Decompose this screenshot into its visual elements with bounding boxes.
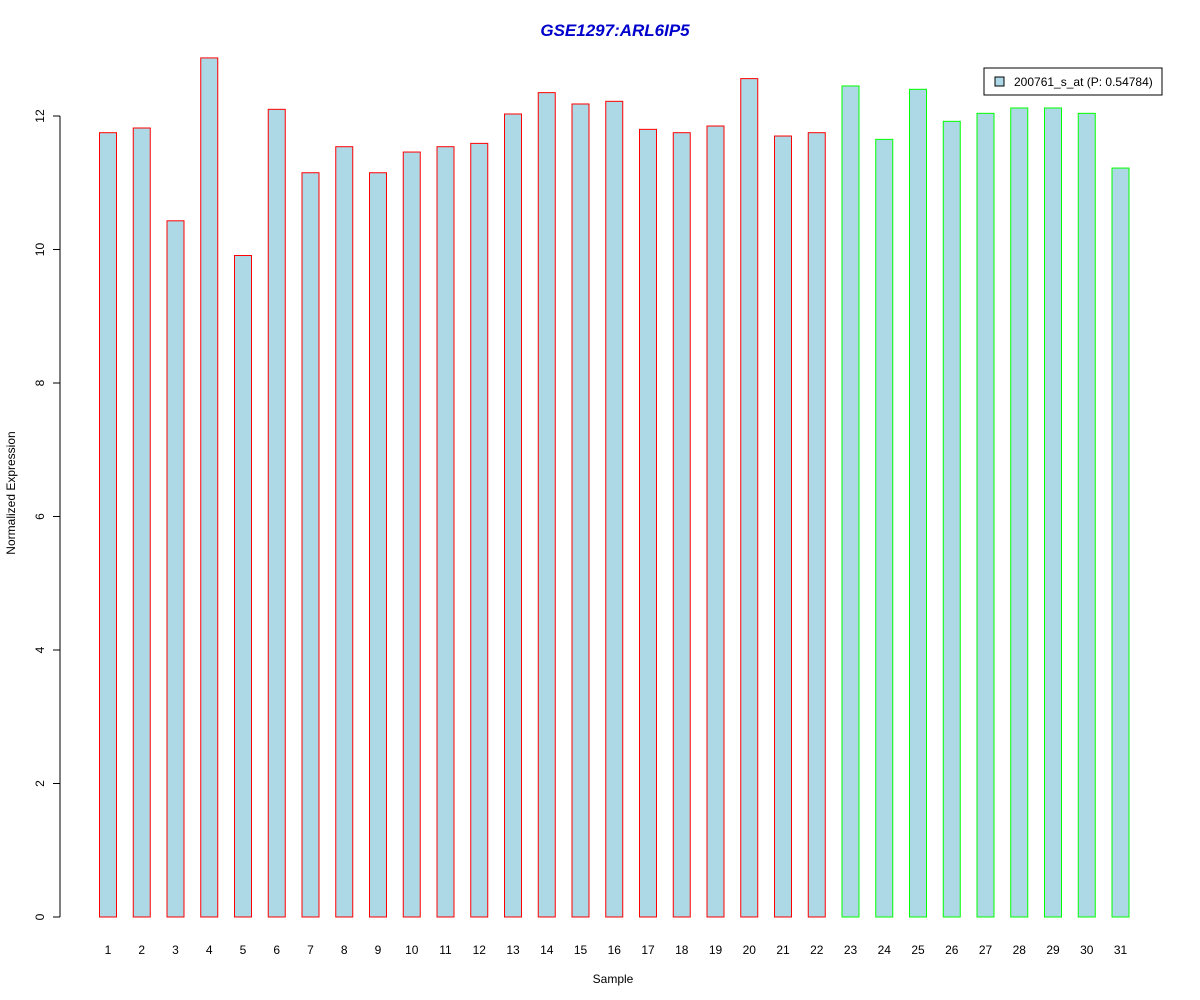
bar-sample-5 [234, 255, 252, 918]
bar-sample-28 [1010, 107, 1029, 918]
x-tick-label: 28 [1013, 943, 1027, 957]
x-axis-label: Sample [593, 972, 634, 986]
y-tick-label: 2 [33, 780, 47, 787]
y-tick-label: 6 [33, 513, 47, 520]
bar-sample-8 [335, 146, 354, 918]
bar-sample-4 [200, 57, 219, 918]
bar-sample-9 [369, 172, 387, 918]
bar-sample-30 [1077, 112, 1096, 918]
bar-sample-2 [132, 127, 151, 918]
bar-sample-3 [166, 220, 185, 918]
bar-sample-14 [537, 92, 556, 918]
x-tick-label: 11 [439, 943, 452, 957]
x-tick-label: 18 [675, 943, 689, 957]
bar-sample-7 [301, 172, 320, 918]
x-tick-label: 7 [307, 943, 314, 957]
x-tick-label: 3 [172, 943, 179, 957]
x-tick-label: 25 [911, 943, 925, 957]
bar-sample-22 [807, 132, 826, 918]
chart-title: GSE1297:ARL6IP5 [540, 21, 690, 40]
x-tick-label: 10 [405, 943, 419, 957]
x-tick-label: 1 [105, 943, 112, 957]
x-tick-label: 19 [709, 943, 723, 957]
y-tick-label: 10 [33, 243, 47, 257]
y-axis-label: Normalized Expression [4, 431, 18, 554]
bar-sample-21 [774, 135, 792, 918]
bar-sample-20 [740, 78, 759, 918]
bar-sample-10 [402, 151, 421, 918]
x-tick-label: 27 [979, 943, 993, 957]
x-tick-label: 9 [375, 943, 382, 957]
x-tick-label: 6 [273, 943, 280, 957]
bar-sample-11 [436, 146, 455, 918]
x-tick-label: 21 [776, 943, 790, 957]
x-tick-label: 4 [206, 943, 213, 957]
x-tick-label: 24 [878, 943, 892, 957]
legend: 200761_s_at (P: 0.54784) [983, 67, 1163, 96]
y-axis-ticks: 0 2 4 6 8 10 12 [33, 109, 60, 920]
bar-sample-24 [875, 138, 894, 918]
bars-group [99, 57, 1130, 918]
x-tick-label: 2 [138, 943, 145, 957]
x-tick-label: 20 [743, 943, 757, 957]
y-tick-label: 4 [33, 646, 47, 653]
bar-sample-31 [1111, 167, 1130, 918]
bar-sample-18 [672, 132, 691, 918]
bar-sample-6 [267, 108, 286, 918]
bar-sample-15 [571, 103, 590, 918]
bar-sample-1 [99, 132, 117, 918]
legend-label: 200761_s_at (P: 0.54784) [1014, 75, 1153, 89]
bar-sample-27 [976, 112, 995, 918]
bar-sample-16 [605, 100, 624, 918]
legend-box [983, 67, 1163, 96]
x-tick-label: 31 [1114, 943, 1128, 957]
y-tick-label: 8 [33, 379, 47, 386]
y-tick-label: 12 [33, 109, 47, 123]
x-tick-label: 23 [844, 943, 858, 957]
x-tick-label: 13 [506, 943, 520, 957]
bar-sample-19 [706, 125, 725, 918]
bar-sample-12 [470, 142, 489, 918]
bar-sample-23 [841, 85, 860, 918]
x-tick-label: 26 [945, 943, 959, 957]
x-axis-tick-labels: 1 2 3 4 5 6 7 8 9 10 11 12 13 14 15 16 17 18 19 20 21 22 23 24 2… [105, 943, 1128, 957]
x-tick-label: 14 [540, 943, 554, 957]
y-tick-label: 0 [33, 913, 47, 920]
bar-sample-26 [942, 120, 961, 918]
x-tick-label: 17 [641, 943, 655, 957]
x-tick-label: 30 [1080, 943, 1094, 957]
x-tick-label: 12 [473, 943, 487, 957]
legend-swatch [994, 76, 1005, 87]
bar-sample-13 [504, 113, 522, 918]
bar-sample-25 [909, 88, 927, 918]
x-tick-label: 29 [1046, 943, 1060, 957]
x-tick-label: 22 [810, 943, 824, 957]
x-tick-label: 16 [608, 943, 622, 957]
bar-sample-29 [1044, 107, 1062, 918]
x-tick-label: 5 [240, 943, 247, 957]
x-tick-label: 15 [574, 943, 588, 957]
bar-sample-17 [639, 128, 657, 918]
x-tick-label: 8 [341, 943, 348, 957]
